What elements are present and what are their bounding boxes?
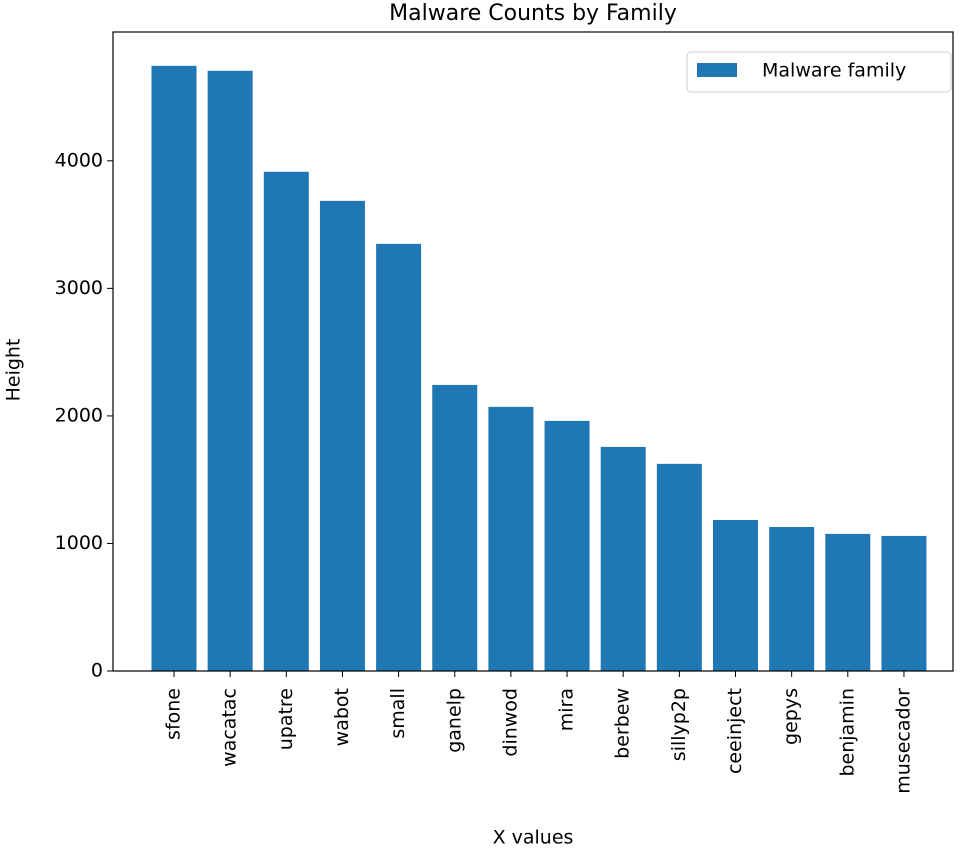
bar (769, 527, 815, 671)
x-tick-label: small (387, 688, 409, 739)
legend-swatch (697, 63, 737, 77)
x-tick-label: berbew (612, 688, 634, 759)
bar (881, 535, 927, 671)
legend-label: Malware family (762, 60, 906, 82)
x-tick-label: wabot (331, 688, 353, 746)
x-tick-label: sillyp2p (668, 688, 690, 761)
bar (151, 65, 197, 672)
bar (656, 463, 702, 671)
y-tick-label: 0 (91, 660, 103, 682)
bar (825, 533, 871, 671)
bar (319, 200, 365, 672)
bar (544, 420, 590, 671)
x-tick-label: upatre (275, 688, 297, 750)
y-tick-label: 3000 (55, 277, 103, 299)
bar (488, 406, 534, 671)
bar (376, 243, 422, 671)
x-tick-label: ceeinject (724, 688, 746, 774)
bar (263, 171, 309, 671)
y-tick-label: 4000 (55, 149, 103, 171)
bar (713, 519, 758, 671)
x-tick-label: dinwod (499, 688, 521, 757)
x-tick-label: ganelp (443, 688, 465, 753)
bar (600, 446, 646, 671)
x-tick-label: sfone (163, 688, 185, 740)
x-tick-label: benjamin (836, 688, 858, 777)
y-axis-label: Height (3, 339, 25, 402)
x-tick-label: mira (556, 688, 578, 731)
x-tick-label: musecador (892, 688, 914, 794)
bar (207, 70, 253, 671)
bar (432, 384, 478, 671)
chart-title: Malware Counts by Family (389, 1, 677, 26)
x-tick-label: gepys (780, 688, 802, 745)
y-tick-label: 2000 (55, 404, 103, 426)
x-axis-label: X values (493, 827, 574, 849)
axes-frame (112, 31, 954, 672)
y-tick-label: 1000 (55, 532, 103, 554)
x-tick-label: wacatac (219, 688, 241, 767)
legend-box (686, 51, 952, 93)
